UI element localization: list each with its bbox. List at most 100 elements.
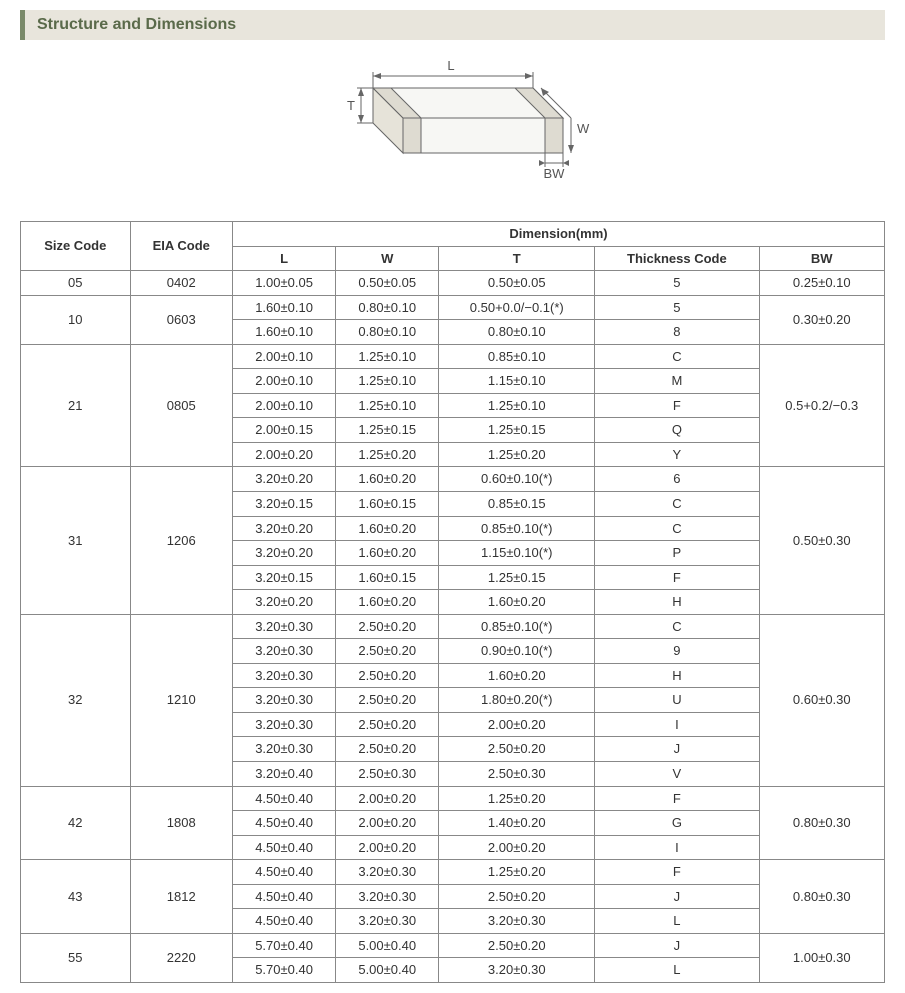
cell-W: 1.60±0.15: [336, 492, 439, 517]
cell-T: 0.60±0.10(*): [439, 467, 595, 492]
cell-W: 0.80±0.10: [336, 295, 439, 320]
cell-T: 0.85±0.10: [439, 344, 595, 369]
cell-L: 3.20±0.20: [233, 467, 336, 492]
cell-L: 1.60±0.10: [233, 295, 336, 320]
cell-size-code: 31: [21, 467, 131, 614]
col-T: T: [439, 246, 595, 271]
table-row: 4318124.50±0.403.20±0.301.25±0.20F0.80±0…: [21, 860, 885, 885]
cell-W: 1.60±0.20: [336, 541, 439, 566]
cell-tc: J: [595, 933, 759, 958]
cell-eia-code: 1206: [130, 467, 233, 614]
cell-tc: C: [595, 516, 759, 541]
cell-T: 1.15±0.10: [439, 369, 595, 394]
cell-T: 1.25±0.10: [439, 393, 595, 418]
cell-eia-code: 2220: [130, 933, 233, 982]
cell-tc: M: [595, 369, 759, 394]
cell-L: 3.20±0.20: [233, 590, 336, 615]
cell-W: 1.60±0.20: [336, 467, 439, 492]
cell-L: 3.20±0.30: [233, 688, 336, 713]
cell-T: 1.60±0.20: [439, 590, 595, 615]
cell-T: 0.90±0.10(*): [439, 639, 595, 664]
cell-L: 2.00±0.15: [233, 418, 336, 443]
cell-L: 5.70±0.40: [233, 958, 336, 983]
cell-T: 1.60±0.20: [439, 663, 595, 688]
cell-L: 1.00±0.05: [233, 271, 336, 296]
cell-W: 2.50±0.20: [336, 614, 439, 639]
cell-W: 5.00±0.40: [336, 933, 439, 958]
cell-L: 3.20±0.30: [233, 712, 336, 737]
cell-tc: G: [595, 811, 759, 836]
cell-T: 0.85±0.10(*): [439, 614, 595, 639]
cell-tc: F: [595, 786, 759, 811]
cell-L: 4.50±0.40: [233, 835, 336, 860]
cell-W: 3.20±0.30: [336, 884, 439, 909]
cell-T: 2.00±0.20: [439, 835, 595, 860]
cell-T: 2.50±0.20: [439, 884, 595, 909]
cell-T: 1.25±0.20: [439, 786, 595, 811]
label-L: L: [447, 58, 454, 73]
cell-tc: 9: [595, 639, 759, 664]
col-eia-code: EIA Code: [130, 222, 233, 271]
cell-tc: 5: [595, 271, 759, 296]
table-header: Size Code EIA Code Dimension(mm) L W T T…: [21, 222, 885, 271]
cell-T: 0.80±0.10: [439, 320, 595, 345]
cell-L: 4.50±0.40: [233, 909, 336, 934]
cell-bw: 0.30±0.20: [759, 295, 884, 344]
cell-W: 1.60±0.20: [336, 516, 439, 541]
cell-tc: H: [595, 663, 759, 688]
cell-L: 2.00±0.20: [233, 442, 336, 467]
cell-tc: F: [595, 565, 759, 590]
cell-W: 2.50±0.20: [336, 639, 439, 664]
cell-W: 2.00±0.20: [336, 811, 439, 836]
cell-tc: Y: [595, 442, 759, 467]
cell-eia-code: 0402: [130, 271, 233, 296]
cell-W: 1.25±0.20: [336, 442, 439, 467]
cell-L: 4.50±0.40: [233, 884, 336, 909]
cell-T: 1.80±0.20(*): [439, 688, 595, 713]
cell-W: 2.00±0.20: [336, 835, 439, 860]
cell-size-code: 42: [21, 786, 131, 860]
col-thickness-code: Thickness Code: [595, 246, 759, 271]
cell-T: 1.25±0.15: [439, 418, 595, 443]
cell-T: 3.20±0.30: [439, 958, 595, 983]
cell-T: 0.50±0.05: [439, 271, 595, 296]
cell-L: 3.20±0.30: [233, 614, 336, 639]
cell-bw: 1.00±0.30: [759, 933, 884, 982]
label-W: W: [577, 121, 590, 136]
cell-L: 4.50±0.40: [233, 786, 336, 811]
cell-eia-code: 1812: [130, 860, 233, 934]
cell-T: 1.15±0.10(*): [439, 541, 595, 566]
cell-bw: 0.25±0.10: [759, 271, 884, 296]
cell-L: 3.20±0.15: [233, 565, 336, 590]
col-L: L: [233, 246, 336, 271]
cell-L: 3.20±0.30: [233, 663, 336, 688]
cell-W: 0.80±0.10: [336, 320, 439, 345]
cell-size-code: 32: [21, 614, 131, 786]
cell-T: 1.40±0.20: [439, 811, 595, 836]
cell-tc: Q: [595, 418, 759, 443]
cell-T: 1.25±0.20: [439, 860, 595, 885]
cell-W: 2.50±0.30: [336, 762, 439, 787]
cell-bw: 0.60±0.30: [759, 614, 884, 786]
table-row: 2108052.00±0.101.25±0.100.85±0.10C0.5+0.…: [21, 344, 885, 369]
cell-eia-code: 0603: [130, 295, 233, 344]
cell-tc: J: [595, 737, 759, 762]
cell-T: 2.50±0.30: [439, 762, 595, 787]
cell-T: 2.50±0.20: [439, 737, 595, 762]
cell-bw: 0.5+0.2/−0.3: [759, 344, 884, 467]
section-title: Structure and Dimensions: [37, 16, 236, 33]
cell-L: 2.00±0.10: [233, 393, 336, 418]
cell-tc: I: [595, 712, 759, 737]
cell-tc: J: [595, 884, 759, 909]
cell-L: 3.20±0.30: [233, 639, 336, 664]
cell-size-code: 21: [21, 344, 131, 467]
label-BW: BW: [543, 166, 565, 181]
cell-W: 1.25±0.15: [336, 418, 439, 443]
cell-tc: 6: [595, 467, 759, 492]
col-dimension: Dimension(mm): [233, 222, 885, 247]
cell-W: 2.50±0.20: [336, 737, 439, 762]
cell-T: 1.25±0.15: [439, 565, 595, 590]
cell-tc: L: [595, 909, 759, 934]
cell-L: 2.00±0.10: [233, 369, 336, 394]
cell-tc: 5: [595, 295, 759, 320]
